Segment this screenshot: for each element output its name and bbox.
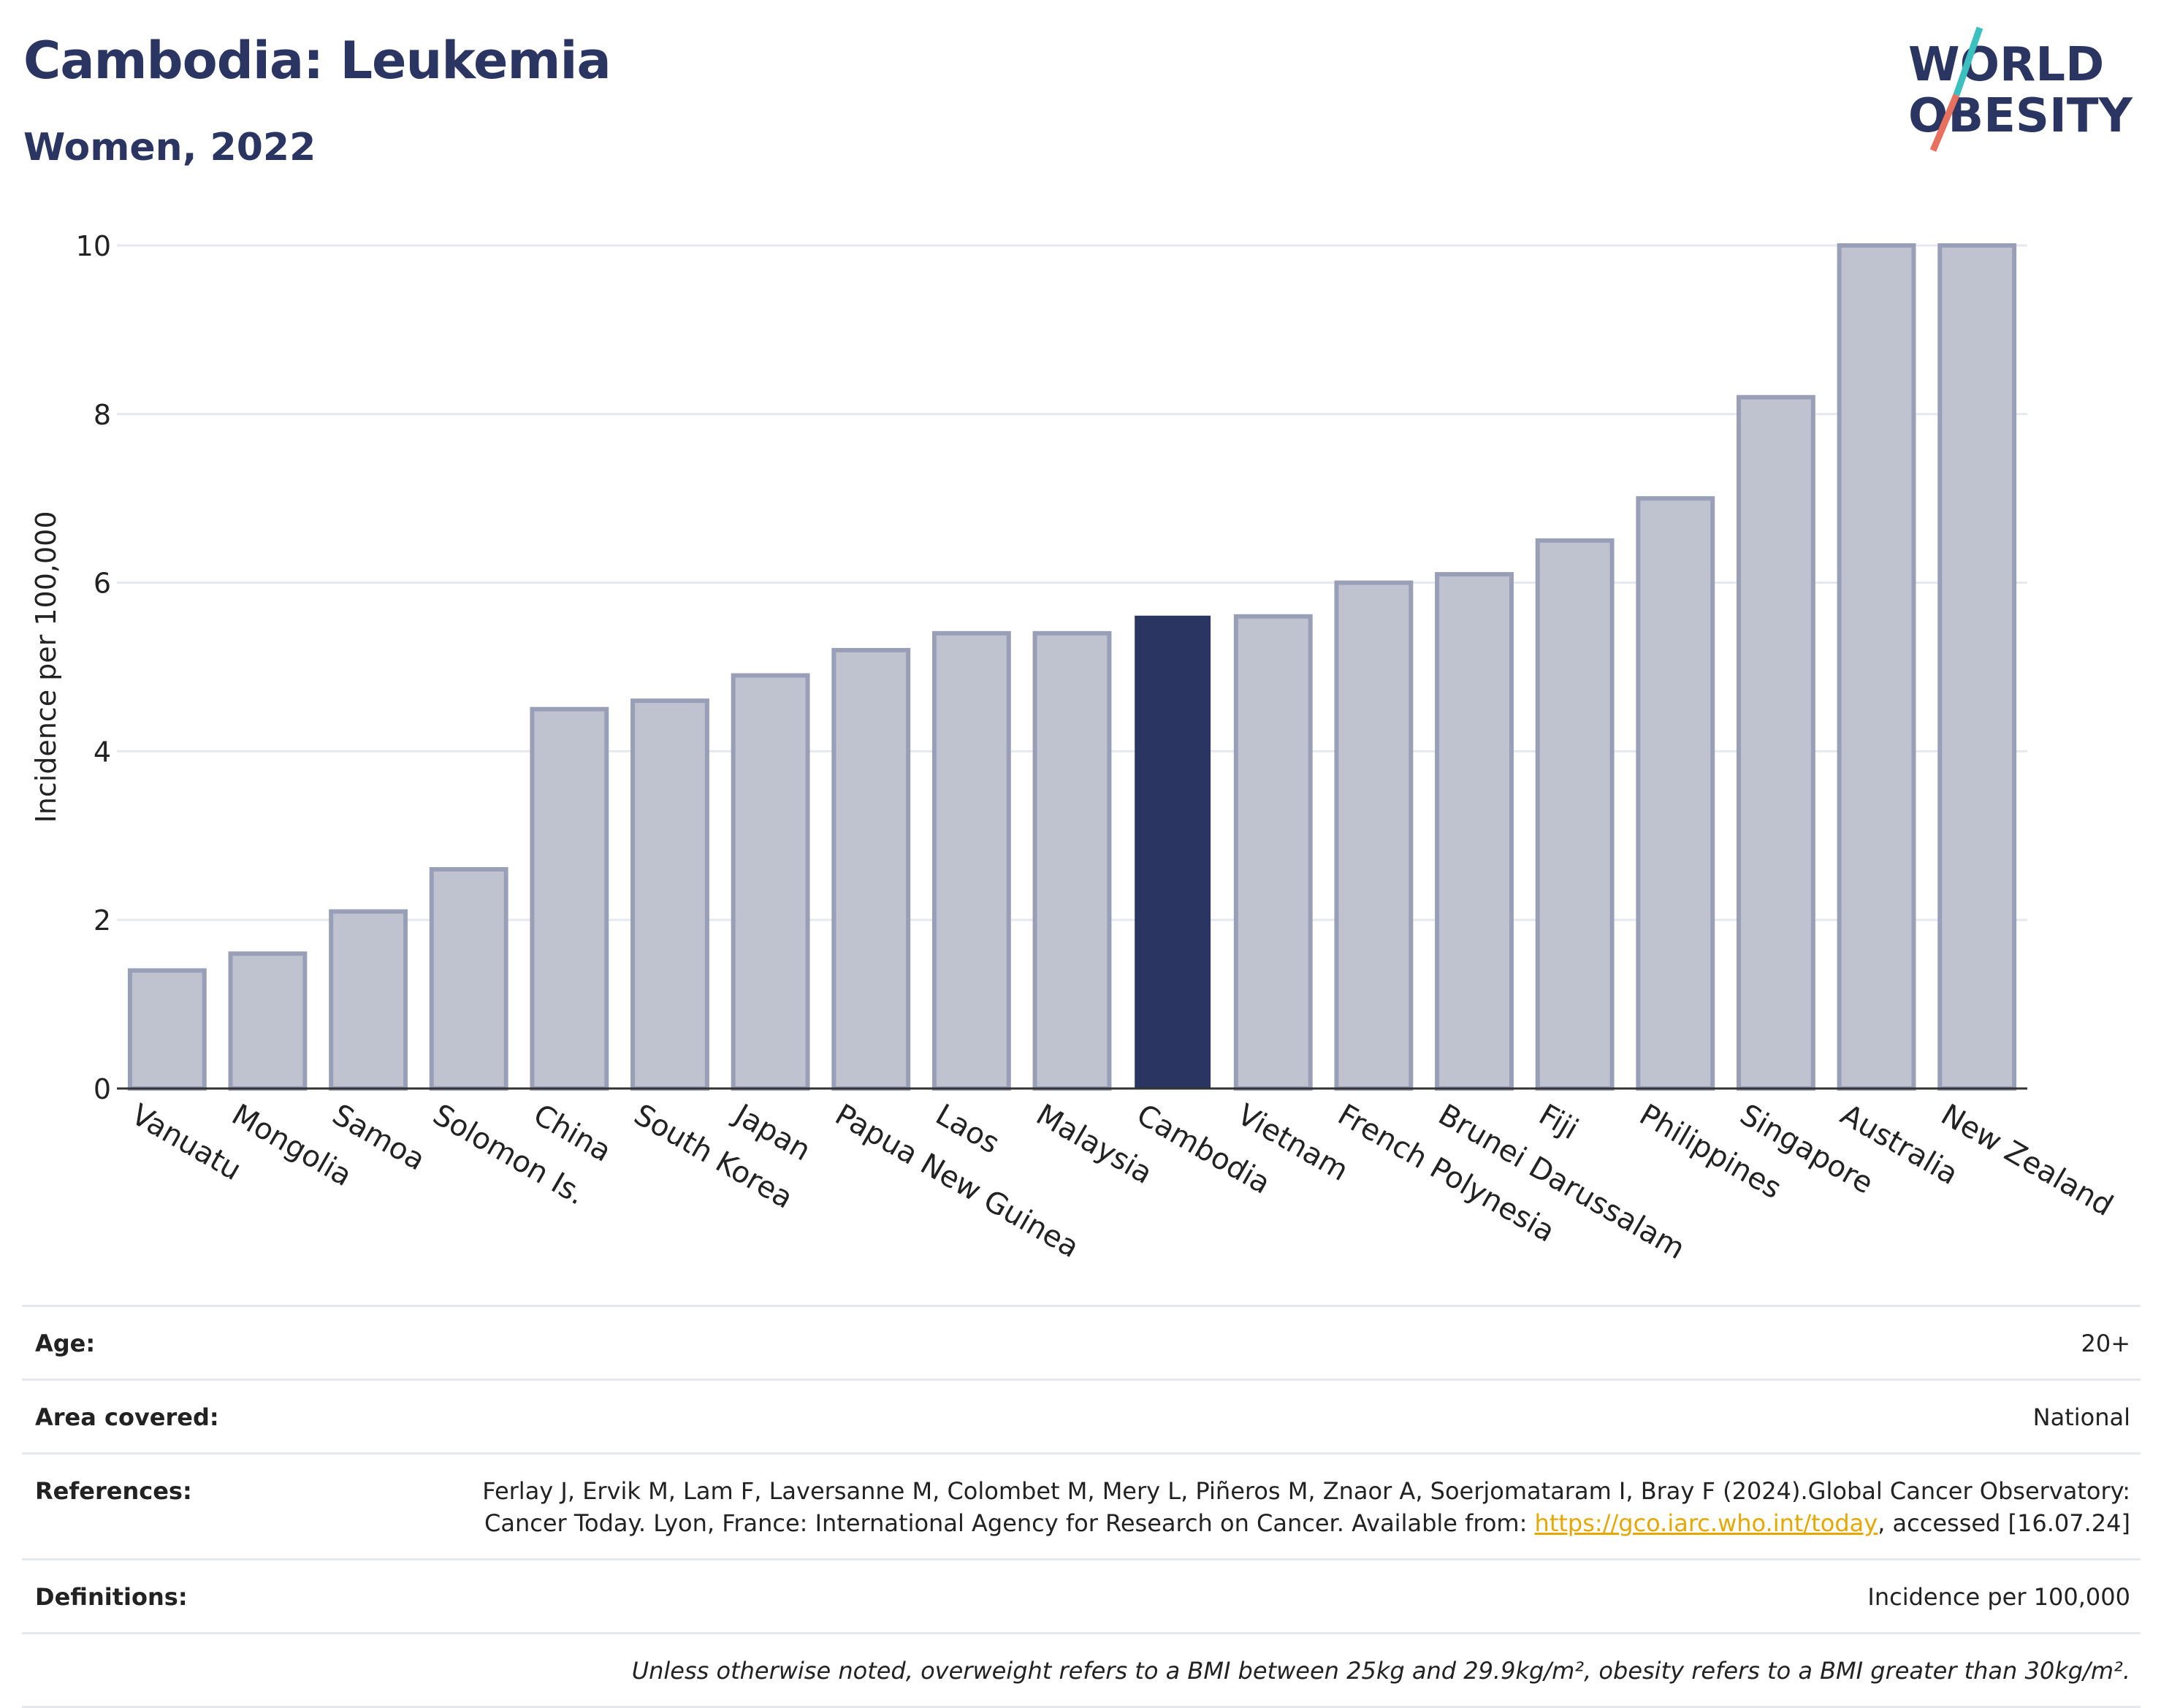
y-axis-ticks: 0 2 4 6 8 10 [76,230,111,1105]
bar [831,647,911,1091]
meta-area-label: Area covered: [35,1403,219,1431]
logo-word-world: WORLD [1908,38,2104,92]
meta-row-references: References: Ferlay J, Ervik M, Lam F, La… [22,1452,2141,1558]
bar [1233,614,1313,1091]
y-tick-label: 4 [94,736,111,768]
x-tick-label: Vanuatu [126,1098,247,1187]
bar [731,673,810,1091]
references-accessed: , accessed [16.07.24] [1878,1509,2130,1537]
references-text: Ferlay J, Ervik M, Lam F, Laversanne M, … [482,1477,2130,1537]
bar [530,706,609,1091]
x-tick-label: Laos [930,1098,1005,1161]
bar [1535,538,1615,1091]
meta-definitions-label: Definitions: [35,1583,188,1611]
bar [228,951,308,1091]
meta-definitions-value: Incidence per 100,000 [1867,1583,2130,1611]
y-tick-label: 10 [76,230,111,262]
y-axis-label: Incidence per 100,000 [30,511,62,823]
chart-metadata-table: Age: 20+ Area covered: National Referenc… [22,1305,2141,1708]
bar [1636,496,1715,1091]
meta-note: Unless otherwise noted, overweight refer… [631,1657,2130,1685]
bar [1334,580,1414,1091]
y-tick-label: 0 [94,1073,111,1105]
logo-slash-teal [1953,26,1983,96]
bar [1736,394,1815,1091]
bar [931,630,1011,1091]
x-tick-label: Malaysia [1031,1098,1158,1191]
page-subtitle: Women, 2022 [23,126,316,169]
meta-area-value: National [2032,1403,2130,1431]
meta-references-label: References: [35,1477,192,1505]
bar [1435,572,1514,1091]
bar [630,698,709,1091]
x-tick-label: Fiji [1533,1098,1584,1147]
bar [329,909,408,1091]
logo-slash-coral [1929,94,1960,152]
meta-references-value: Ferlay J, Ervik M, Lam F, Laversanne M, … [479,1475,2130,1539]
bar [1937,243,2017,1091]
meta-row-note: Unless otherwise noted, overweight refer… [22,1632,2141,1708]
references-link[interactable]: https://gco.iarc.who.int/today [1534,1509,1878,1537]
page-title: Cambodia: Leukemia [23,31,611,91]
meta-age-value: 20+ [2081,1330,2130,1357]
bar-highlight [1135,615,1211,1089]
bar [1032,630,1112,1091]
y-tick-label: 2 [94,904,111,937]
chart-bars [127,243,2017,1091]
meta-row-age: Age: 20+ [22,1305,2141,1379]
bar [127,968,207,1091]
meta-age-label: Age: [35,1330,96,1357]
meta-row-definitions: Definitions: Incidence per 100,000 [22,1558,2141,1632]
bar [429,866,508,1091]
y-tick-label: 8 [94,399,111,431]
y-tick-label: 6 [94,568,111,600]
world-obesity-logo: WORLD OBESITY [1908,26,2133,152]
meta-row-area: Area covered: National [22,1379,2141,1452]
x-tick-label: New Zealand [1935,1098,2119,1223]
bar [1837,243,1916,1091]
